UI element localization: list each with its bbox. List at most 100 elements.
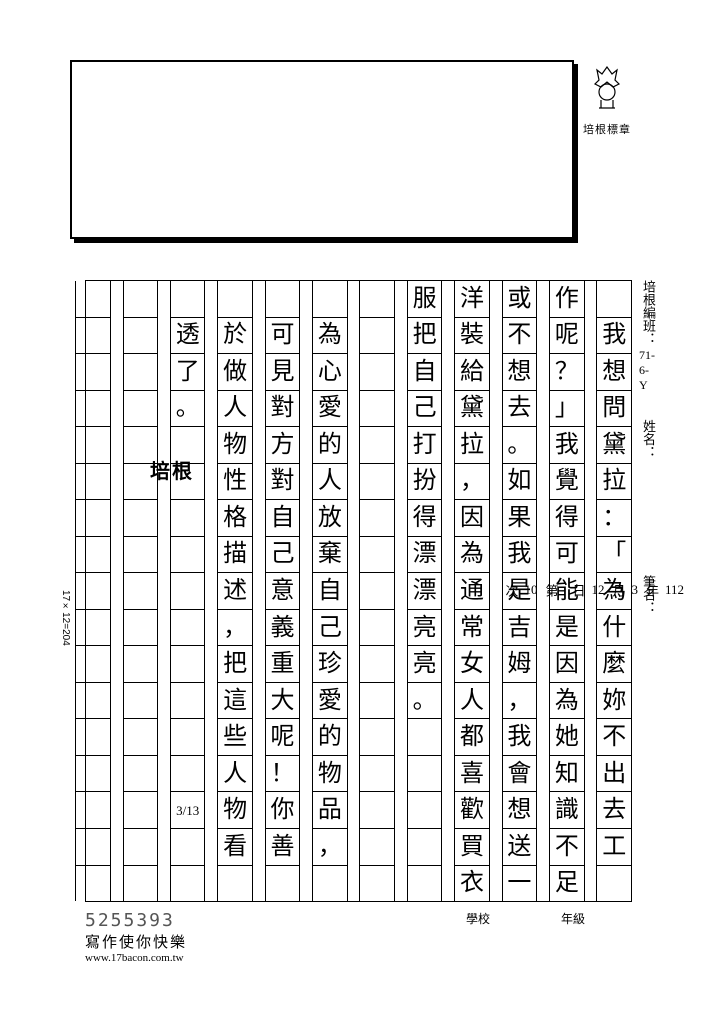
grid-cell <box>360 866 394 902</box>
grid-cell: 自 <box>266 500 300 537</box>
grid-cell <box>360 683 394 720</box>
grid-cell <box>76 391 110 428</box>
grid-cell: 通 <box>455 573 489 610</box>
grid-cell <box>76 719 110 756</box>
grid-cell <box>360 537 394 574</box>
grid-cell: 服 <box>408 281 442 318</box>
grid-cell: 為 <box>313 318 347 355</box>
grid-cell <box>171 573 205 610</box>
grid-cell <box>76 318 110 355</box>
grid-cell: 把 <box>408 318 442 355</box>
grid-cell <box>124 719 158 756</box>
grid-cell <box>360 354 394 391</box>
grid-cell: 意 <box>266 573 300 610</box>
grid-cell: 得 <box>550 500 584 537</box>
month-val: 3 <box>631 583 638 597</box>
year-val: 112 <box>665 583 684 597</box>
grid-cell <box>124 866 158 902</box>
grid-cell <box>76 683 110 720</box>
grid-cell <box>76 281 110 318</box>
grid-cell: 「 <box>597 537 631 574</box>
grid-cell <box>360 391 394 428</box>
grid-cell: 物 <box>218 792 252 829</box>
grid-cell <box>360 756 394 793</box>
grid-cell: 我 <box>550 427 584 464</box>
grid-cell: 人 <box>313 464 347 501</box>
grid-cell: 妳 <box>597 683 631 720</box>
grid-cell: 拉 <box>597 464 631 501</box>
grid-cell: 品 <box>313 792 347 829</box>
grid-cell: 可 <box>550 537 584 574</box>
footer: 5255393 寫作使你快樂 www.17bacon.com.tw 學校 年級 <box>85 910 645 964</box>
grid-cell <box>360 464 394 501</box>
grid-cell <box>408 829 442 866</box>
grid-cell <box>408 866 442 902</box>
grid-cell: 性 <box>218 464 252 501</box>
gutter-column <box>157 281 170 901</box>
grid-cell: 吉 <box>503 610 537 647</box>
text-column: 服把自己打扮得漂漂亮亮。 <box>407 281 442 901</box>
grid-cell: 對 <box>266 391 300 428</box>
grid-cell: 識 <box>550 792 584 829</box>
grid-cell: 述 <box>218 573 252 610</box>
grid-cell <box>218 866 252 902</box>
grid-cell <box>124 756 158 793</box>
grid-cell <box>360 281 394 318</box>
grid-cell <box>171 610 205 647</box>
grid-cell <box>360 500 394 537</box>
grid-cell: 3/13 <box>171 792 205 829</box>
grid-cell <box>124 500 158 537</box>
grid-cell: 不 <box>597 719 631 756</box>
gutter-column <box>584 281 597 901</box>
grid-cell: 給 <box>455 354 489 391</box>
grid-cell <box>171 756 205 793</box>
grid-cell: 己 <box>408 391 442 428</box>
gutter-column <box>110 281 123 901</box>
grid-cell: 想 <box>597 354 631 391</box>
grid-cell: ！ <box>266 756 300 793</box>
grid-cell: 己 <box>313 610 347 647</box>
grid-cell <box>124 537 158 574</box>
grid-cell: 因 <box>455 500 489 537</box>
grid-cell <box>408 792 442 829</box>
grid-cell <box>76 792 110 829</box>
grid-cell: 透 <box>171 318 205 355</box>
class-label: 培根編班： <box>641 280 656 345</box>
text-column: 於做人物性格描述，把這些人物看 <box>217 281 252 901</box>
grid-cell: 己 <box>266 537 300 574</box>
grid-cell: 愛 <box>313 683 347 720</box>
grid-cell: 重 <box>266 646 300 683</box>
grid-cell: 愛 <box>313 391 347 428</box>
grid-cell: 黛 <box>455 391 489 428</box>
grid-cell: 可 <box>266 318 300 355</box>
grid-cell: 物 <box>313 756 347 793</box>
gutter-column <box>299 281 312 901</box>
text-column: 或不想去。如果我是吉姆，我會想送一 <box>502 281 537 901</box>
grid-cell <box>76 427 110 464</box>
grid-cell <box>124 573 158 610</box>
grid-cell: 看 <box>218 829 252 866</box>
grid-cell: 你 <box>266 792 300 829</box>
grid-cell: 想 <box>503 354 537 391</box>
grid-cell <box>124 683 158 720</box>
grid-cell: 拉 <box>455 427 489 464</box>
grid-cell <box>124 318 158 355</box>
grid-cell <box>171 683 205 720</box>
grid-cell <box>408 719 442 756</box>
grid-cell: 或 <box>503 281 537 318</box>
grid-cell <box>76 500 110 537</box>
grid-cell <box>76 829 110 866</box>
grid-cell: 送 <box>503 829 537 866</box>
grid-cell: 都 <box>455 719 489 756</box>
grid-cell: 麼 <box>597 646 631 683</box>
page-root: 培根標章 <box>70 60 650 259</box>
grid-cell: 不 <box>550 829 584 866</box>
grid-cell: 常 <box>455 610 489 647</box>
meta-column: 培根編班： 71-6-Y 姓名： 筆名： <box>640 280 658 900</box>
grid-cell: 是 <box>503 573 537 610</box>
grid-cell: 不 <box>503 318 537 355</box>
class-val: 71-6-Y <box>639 348 657 393</box>
grid-cell: 作 <box>550 281 584 318</box>
text-column: 作呢？」我覺得可能是因為她知識不足 <box>549 281 584 901</box>
grid-cell <box>171 537 205 574</box>
